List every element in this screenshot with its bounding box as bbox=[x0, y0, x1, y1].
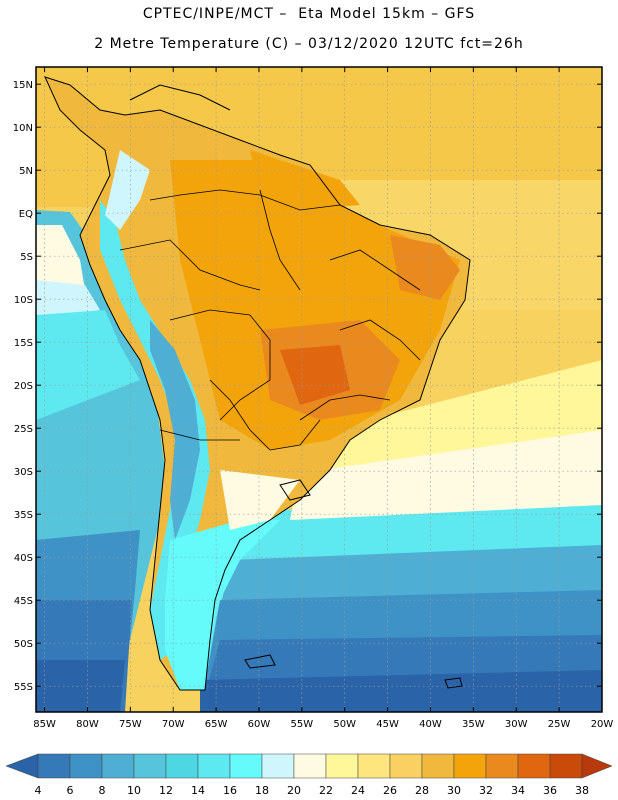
colorbar-label: 20 bbox=[287, 784, 301, 797]
colorbar-swatch bbox=[101, 753, 135, 779]
lat-label: 55S bbox=[14, 682, 33, 693]
lat-label: EQ bbox=[19, 209, 33, 220]
colorbar-swatch bbox=[261, 753, 295, 779]
lat-label: 50S bbox=[14, 639, 33, 650]
map-frame bbox=[35, 66, 603, 713]
title-line-1: CPTEC/INPE/MCT – Eta Model 15km – GFS bbox=[142, 6, 476, 22]
colorbar-swatch bbox=[325, 753, 359, 779]
lon-label: 20W bbox=[591, 719, 614, 730]
lat-label: 10S bbox=[14, 295, 33, 306]
lon-label: 35W bbox=[462, 719, 485, 730]
colorbar-label: 22 bbox=[319, 784, 333, 797]
colorbar-label: 38 bbox=[575, 784, 589, 797]
lat-label: 15N bbox=[13, 80, 33, 91]
longitude-labels: 85W 80W 75W 70W 65W 60W 55W 50W 45W 40W 35W 30W 25W 2… bbox=[33, 67, 613, 730]
lon-label: 40W bbox=[419, 719, 442, 730]
colorbar-label: 10 bbox=[127, 784, 141, 797]
colorbar-swatch bbox=[517, 753, 551, 779]
colorbar-label: 36 bbox=[543, 784, 557, 797]
colorbar-label: 26 bbox=[383, 784, 397, 797]
colorbar-label: 30 bbox=[447, 784, 461, 797]
colorbar-label: 4 bbox=[35, 784, 42, 797]
lat-label: 20S bbox=[14, 381, 33, 392]
lat-label: 40S bbox=[14, 553, 33, 564]
colorbar-label: 34 bbox=[511, 784, 525, 797]
colorbar-swatch bbox=[357, 753, 391, 779]
ocean-temperature-field bbox=[36, 67, 602, 712]
colorbar-label: 18 bbox=[255, 784, 269, 797]
colorbar-label: 32 bbox=[479, 784, 493, 797]
lon-label: 75W bbox=[119, 719, 142, 730]
colorbar-swatch bbox=[133, 753, 167, 779]
lon-label: 30W bbox=[505, 719, 528, 730]
colorbar-swatch bbox=[549, 753, 583, 779]
colorbar-swatch bbox=[421, 753, 455, 779]
lon-label: 85W bbox=[33, 719, 56, 730]
colorbar-swatch bbox=[293, 753, 327, 779]
colorbar-label: 28 bbox=[415, 784, 429, 797]
colorbar-label: 16 bbox=[223, 784, 237, 797]
country-borders bbox=[119, 189, 421, 451]
lat-label: 5S bbox=[20, 252, 33, 263]
lon-label: 45W bbox=[376, 719, 399, 730]
colorbar-swatch bbox=[485, 753, 519, 779]
lat-label: 15S bbox=[14, 338, 33, 349]
colorbar-right-arrow bbox=[581, 753, 613, 779]
latitude-labels: 15N 10N 5N EQ 5S 10S 15S 20S 25S 30S 35S 40S 45S 50S 5… bbox=[13, 80, 602, 693]
lat-label: 30S bbox=[14, 467, 33, 478]
lat-label: 35S bbox=[14, 510, 33, 521]
colorbar: 4 6 8 10 12 14 16 18 20 22 24 26 28 30 32 34 36 38 bbox=[5, 753, 613, 797]
lat-label: 45S bbox=[14, 596, 33, 607]
lon-label: 50W bbox=[333, 719, 356, 730]
colorbar-swatch bbox=[69, 753, 103, 779]
colorbar-swatch bbox=[389, 753, 423, 779]
lon-label: 55W bbox=[291, 719, 314, 730]
colorbar-label: 12 bbox=[159, 784, 173, 797]
colorbar-swatch bbox=[37, 753, 71, 779]
colorbar-swatch bbox=[229, 753, 263, 779]
colorbar-label: 14 bbox=[191, 784, 205, 797]
lat-label: 5N bbox=[19, 166, 33, 177]
lat-label: 10N bbox=[13, 123, 33, 134]
colorbar-left-arrow bbox=[5, 753, 39, 779]
lat-label: 25S bbox=[14, 424, 33, 435]
lon-label: 65W bbox=[205, 719, 228, 730]
colorbar-label: 6 bbox=[67, 784, 74, 797]
lon-label: 70W bbox=[162, 719, 185, 730]
colorbar-swatch bbox=[453, 753, 487, 779]
lon-label: 25W bbox=[548, 719, 571, 730]
lon-label: 60W bbox=[248, 719, 271, 730]
colorbar-label: 8 bbox=[99, 784, 106, 797]
title-line-2: 2 Metre Temperature (C) – 03/12/2020 12U… bbox=[94, 36, 524, 52]
lon-label: 80W bbox=[76, 719, 99, 730]
colorbar-label: 24 bbox=[351, 784, 365, 797]
coastlines bbox=[44, 76, 471, 691]
colorbar-swatch bbox=[165, 753, 199, 779]
colorbar-swatch bbox=[197, 753, 231, 779]
